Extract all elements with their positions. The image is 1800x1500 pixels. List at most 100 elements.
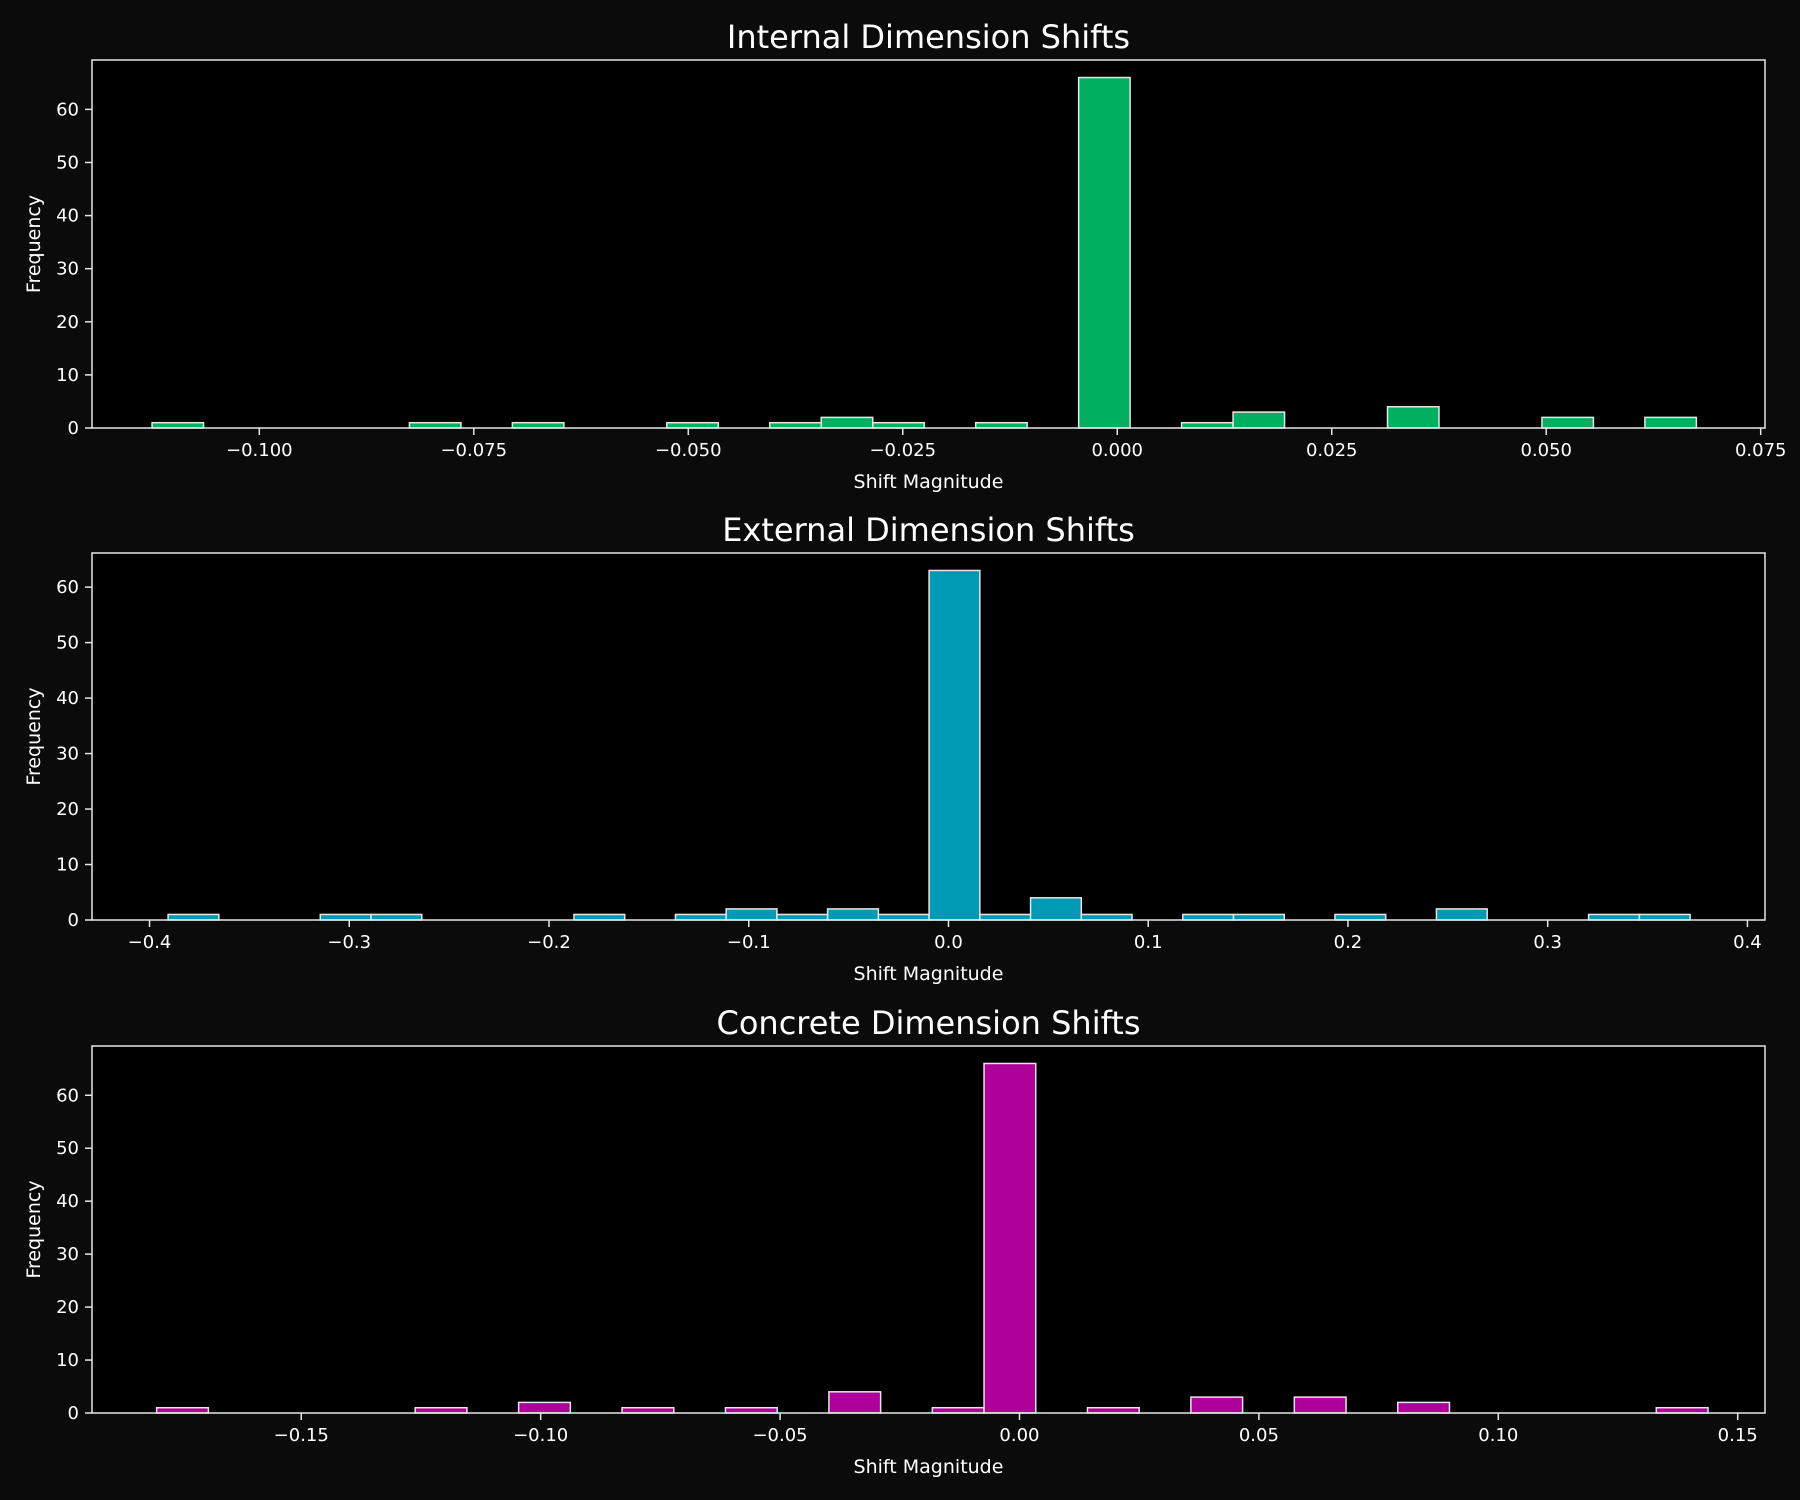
x-axis-label: Shift Magnitude [854,471,1004,493]
histogram-bar [511,421,565,429]
chart-title: External Dimension Shifts [722,511,1135,549]
x-tick-label: 0.075 [1735,440,1787,461]
y-tick-label: 10 [56,1350,79,1371]
x-axis-label: Shift Magnitude [854,963,1004,985]
histogram-bar [151,421,205,429]
chart-title: Internal Dimension Shifts [727,18,1130,56]
x-tick-label: −0.05 [752,1425,807,1446]
histogram-bar [877,913,930,921]
y-axis-label: Frequency [23,1180,45,1278]
histogram-bar [1644,416,1698,429]
histogram-bar [1396,1401,1451,1414]
x-tick-label: −0.10 [513,1425,568,1446]
x-tick-label: 0.000 [1091,440,1143,461]
y-tick-label: 0 [68,1403,79,1424]
y-tick-label: 30 [56,744,79,765]
histogram-bar [1435,908,1488,921]
histogram-bar [1029,897,1083,921]
histogram-bar [1232,411,1286,429]
histogram-bar [319,913,372,921]
x-axis-label: Shift Magnitude [854,1456,1004,1478]
x-tick-label: 0.00 [999,1425,1039,1446]
histogram-bar [828,1391,882,1414]
histogram-bar [370,913,423,921]
y-tick-label: 60 [56,577,79,598]
x-tick-label: 0.025 [1306,440,1358,461]
x-tick-label: −0.2 [527,932,571,953]
histogram-bar [1086,1406,1140,1414]
histogram-bar [1232,913,1285,921]
x-tick-label: 0.0 [934,932,963,953]
y-tick-label: 30 [56,259,79,280]
histogram-bar [573,913,626,921]
histogram-bar [155,1406,210,1414]
y-tick-label: 60 [56,99,79,120]
x-tick-label: −0.4 [128,932,172,953]
x-tick-label: −0.075 [440,440,507,461]
histogram-bar [776,913,829,921]
histogram-bar [621,1406,675,1414]
x-tick-label: −0.100 [226,440,293,461]
histogram-bar [724,1406,778,1414]
histogram-bar [974,421,1028,429]
y-tick-label: 10 [56,855,79,876]
y-axis-label: Frequency [23,687,45,785]
histogram-bar [1334,913,1387,921]
histogram-bar [1180,421,1234,429]
y-tick-label: 50 [56,1138,79,1159]
histogram-bar [1182,913,1235,921]
x-tick-label: −0.050 [655,440,722,461]
histogram-bar [408,421,462,429]
chart-title: Concrete Dimension Shifts [716,1004,1140,1042]
x-tick-label: 0.10 [1478,1425,1518,1446]
x-tick-label: 0.050 [1520,440,1572,461]
x-tick-label: 0.15 [1718,1425,1758,1446]
histogram-bar [517,1401,572,1414]
axes-frame [91,1045,1766,1414]
x-tick-label: −0.025 [869,440,936,461]
chart-panel: −0.15 −0.10 −0.05 0.00 0.05 0.10 0.15 0 10 20 30 40… [23,1004,1766,1478]
histogram-bar [1655,1406,1709,1414]
y-tick-label: 20 [56,1297,79,1318]
y-tick-label: 20 [56,799,79,820]
histogram-bar [167,913,220,921]
histogram-bar [725,908,778,921]
histogram-bar [1080,913,1133,921]
x-tick-label: 0.05 [1239,1425,1279,1446]
x-tick-label: 0.1 [1134,932,1163,953]
histogram-bar [414,1406,468,1414]
histogram-bar [1638,913,1691,921]
y-tick-label: 50 [56,633,79,654]
histogram-bar [1077,76,1131,429]
histogram-bar [666,421,720,429]
histogram-bar [871,421,925,429]
histogram-bar [1541,416,1595,429]
y-axis-label: Frequency [23,195,45,293]
histogram-bar [931,1406,985,1414]
y-tick-label: 40 [56,206,79,227]
histogram-bar [769,421,823,429]
y-tick-label: 10 [56,365,79,386]
axes-frame [91,59,1766,429]
histogram-bar [979,913,1032,921]
x-tick-label: 0.2 [1334,932,1363,953]
histogram-bar [1190,1396,1244,1414]
histogram-bar [1386,406,1440,429]
x-tick-label: 0.4 [1733,932,1762,953]
histogram-bar [820,416,874,429]
histogram-bar [674,913,727,921]
plot-area [92,1046,1765,1413]
y-tick-label: 40 [56,688,79,709]
y-tick-label: 0 [68,418,79,439]
histogram-bar [928,569,981,921]
chart-panel: −0.100 −0.075 −0.050 −0.025 0.000 0.025 0.050 0… [23,18,1786,493]
histogram-bar [983,1062,1037,1414]
axes-frame [91,552,1766,921]
histogram-bar [1293,1396,1347,1414]
y-tick-label: 0 [68,910,79,931]
y-tick-label: 20 [56,312,79,333]
y-tick-label: 40 [56,1191,79,1212]
x-tick-label: −0.1 [727,932,771,953]
chart-panel: −0.4 −0.3 −0.2 −0.1 0.0 0.1 0.2 0.3 0.4 0 10 20 30 40… [23,511,1766,985]
